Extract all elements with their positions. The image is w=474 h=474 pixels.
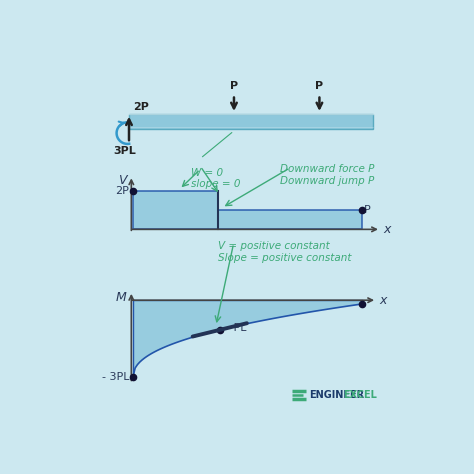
Text: Downward force P
Downward jump P: Downward force P Downward jump P: [280, 164, 374, 185]
Text: V = positive constant
Slope = positive constant: V = positive constant Slope = positive c…: [218, 241, 352, 263]
Text: M: M: [116, 291, 127, 304]
Text: 2P: 2P: [133, 102, 149, 112]
Text: P: P: [364, 205, 371, 215]
Text: P: P: [230, 81, 238, 91]
Text: - 3PL: - 3PL: [101, 372, 129, 382]
Text: P: P: [315, 81, 323, 91]
Text: V: V: [118, 174, 127, 187]
Text: W = 0
slope = 0: W = 0 slope = 0: [191, 168, 240, 189]
Text: 2P: 2P: [115, 186, 129, 196]
Polygon shape: [133, 191, 362, 229]
Text: - PL: - PL: [226, 323, 246, 333]
Text: EXCEL: EXCEL: [343, 390, 377, 400]
Text: x: x: [383, 223, 391, 236]
Text: ENGINEER: ENGINEER: [309, 390, 364, 400]
Text: x: x: [379, 294, 387, 307]
Text: 3PL: 3PL: [114, 146, 137, 156]
Bar: [129, 114, 373, 129]
Polygon shape: [133, 300, 362, 377]
